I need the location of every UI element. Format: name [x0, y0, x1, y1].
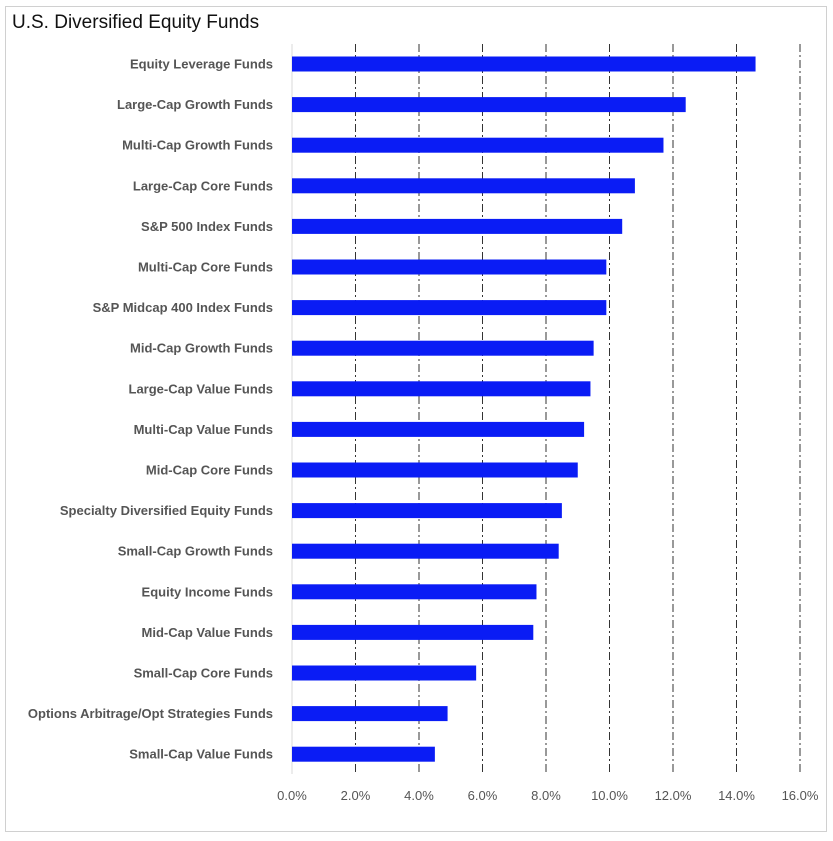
category-label: Mid-Cap Growth Funds: [130, 341, 273, 356]
chart-title: U.S. Diversified Equity Funds: [12, 12, 260, 33]
bars: [292, 56, 756, 762]
category-labels: Equity Leverage Funds Large-Cap Growth Fu…: [28, 57, 273, 762]
bar: [292, 421, 585, 437]
x-tick-label: 8.0%: [531, 788, 561, 803]
x-tick-labels: 0.0% 2.0% 4.0% 6.0% 8.0% 10.0% 12.0% 14.0% 16.0%: [277, 788, 819, 803]
x-tick-label: 2.0%: [341, 788, 371, 803]
bar: [292, 665, 477, 681]
category-label: Multi-Cap Value Funds: [134, 422, 273, 437]
category-label: Large-Cap Growth Funds: [117, 97, 273, 112]
bar: [292, 624, 534, 640]
bar: [292, 97, 686, 113]
bar: [292, 178, 635, 194]
category-label: Specialty Diversified Equity Funds: [60, 503, 273, 518]
bar: [292, 746, 435, 762]
gridlines: [291, 44, 801, 774]
bar: [292, 503, 562, 519]
category-label: Options Arbitrage/Opt Strategies Funds: [28, 706, 273, 721]
category-label: Multi-Cap Growth Funds: [122, 138, 273, 153]
category-label: Equity Leverage Funds: [130, 57, 273, 72]
bar: [292, 137, 664, 153]
category-label: Large-Cap Value Funds: [129, 381, 273, 396]
bar: [292, 259, 607, 275]
category-label: Multi-Cap Core Funds: [138, 260, 273, 275]
bar: [292, 462, 578, 478]
bar: [292, 381, 591, 397]
category-label: Large-Cap Core Funds: [133, 178, 273, 193]
x-tick-label: 4.0%: [404, 788, 434, 803]
category-label: S&P Midcap 400 Index Funds: [93, 300, 273, 315]
bar: [292, 543, 559, 559]
category-label: Mid-Cap Core Funds: [146, 463, 273, 478]
bar: [292, 56, 756, 72]
x-tick-label: 6.0%: [468, 788, 498, 803]
bar: [292, 706, 448, 722]
x-tick-label: 14.0%: [718, 788, 755, 803]
category-label: Equity Income Funds: [142, 584, 273, 599]
x-tick-label: 10.0%: [591, 788, 628, 803]
x-tick-label: 16.0%: [782, 788, 819, 803]
x-tick-label: 0.0%: [277, 788, 307, 803]
bar: [292, 340, 594, 356]
bar: [292, 218, 623, 234]
category-label: Small-Cap Growth Funds: [118, 544, 273, 559]
x-tick-label: 12.0%: [655, 788, 692, 803]
category-label: Small-Cap Core Funds: [134, 666, 273, 681]
bar: [292, 584, 537, 600]
bar: [292, 300, 607, 316]
category-label: Mid-Cap Value Funds: [142, 625, 273, 640]
category-label: Small-Cap Value Funds: [129, 747, 273, 762]
category-label: S&P 500 Index Funds: [141, 219, 273, 234]
